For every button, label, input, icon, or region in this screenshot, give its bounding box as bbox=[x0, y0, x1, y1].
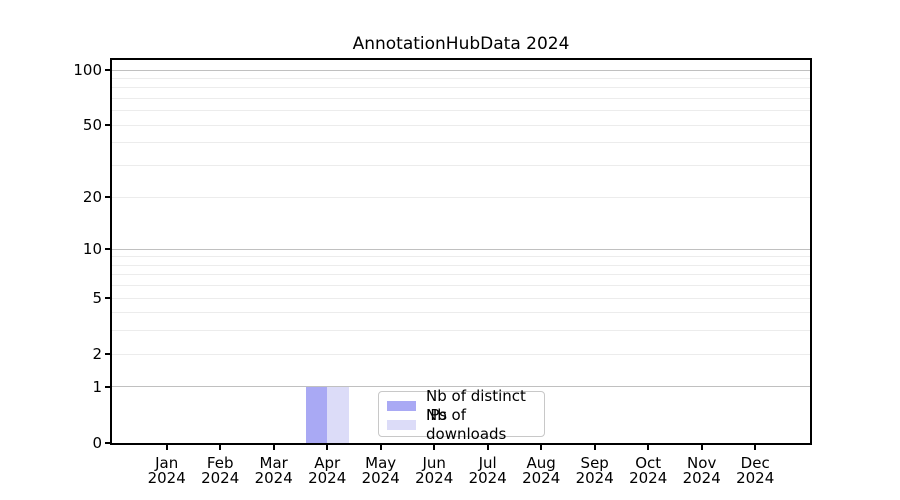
minor-gridline bbox=[112, 297, 810, 299]
x-tick-label: Nov 2024 bbox=[682, 454, 721, 487]
minor-gridline bbox=[112, 87, 810, 89]
legend-label-distinct-ips: Nb of distinct IPs bbox=[426, 386, 526, 424]
y-tick-mark bbox=[105, 385, 111, 388]
minor-gridline bbox=[112, 256, 810, 258]
x-tick-label: May 2024 bbox=[361, 454, 400, 487]
chart-title: AnnotationHubData 2024 bbox=[352, 34, 570, 54]
minor-gridline bbox=[112, 196, 810, 198]
x-tick-label: Jan 2024 bbox=[147, 454, 186, 487]
y-tick-mark bbox=[105, 297, 111, 300]
y-tick-label: 5 bbox=[92, 289, 102, 308]
y-tick-label: 10 bbox=[82, 240, 102, 259]
x-tick-mark bbox=[379, 444, 382, 450]
minor-gridline bbox=[112, 264, 810, 266]
x-tick-mark bbox=[326, 444, 329, 450]
minor-gridline bbox=[112, 312, 810, 314]
x-tick-label: Apr 2024 bbox=[308, 454, 347, 487]
minor-gridline bbox=[112, 78, 810, 80]
x-tick-label: Dec 2024 bbox=[736, 454, 775, 487]
minor-gridline bbox=[112, 353, 810, 355]
x-tick-label: Oct 2024 bbox=[629, 454, 668, 487]
legend-swatch-downloads bbox=[387, 419, 416, 430]
bar-distinct-ips bbox=[305, 386, 328, 443]
x-tick-mark bbox=[272, 444, 275, 450]
legend-label-downloads: Nb of downloads bbox=[426, 405, 507, 443]
x-tick-mark bbox=[754, 444, 757, 450]
minor-gridline bbox=[112, 110, 810, 112]
y-tick-mark bbox=[105, 248, 111, 251]
minor-gridline bbox=[112, 165, 810, 167]
y-tick-label: 20 bbox=[82, 188, 102, 206]
y-tick-label: 0 bbox=[92, 434, 102, 452]
minor-gridline bbox=[112, 274, 810, 276]
x-tick-label: Sep 2024 bbox=[575, 454, 614, 487]
y-tick-mark bbox=[105, 353, 111, 356]
x-tick-label: Mar 2024 bbox=[254, 454, 293, 487]
legend-entry-distinct-ips: Nb of distinct IPs bbox=[379, 387, 544, 424]
x-tick-label: Jul 2024 bbox=[468, 454, 507, 487]
x-tick-label: Aug 2024 bbox=[522, 454, 561, 487]
x-tick-label: Jun 2024 bbox=[415, 454, 454, 487]
minor-gridline bbox=[112, 98, 810, 100]
y-tick-mark bbox=[105, 442, 111, 444]
x-tick-mark bbox=[700, 444, 703, 450]
y-tick-label: 1 bbox=[92, 377, 102, 396]
minor-gridline bbox=[112, 285, 810, 287]
bar-downloads bbox=[327, 386, 349, 443]
legend-swatch-distinct-ips bbox=[387, 400, 416, 411]
x-tick-mark bbox=[593, 444, 596, 450]
major-gridline bbox=[112, 248, 810, 250]
y-tick-label: 100 bbox=[73, 61, 102, 80]
y-tick-mark bbox=[105, 69, 111, 72]
major-gridline bbox=[112, 386, 810, 388]
minor-gridline bbox=[112, 124, 810, 126]
y-tick-mark bbox=[105, 124, 111, 127]
plot-area bbox=[110, 58, 812, 445]
x-tick-mark bbox=[486, 444, 489, 450]
legend-entry-downloads: Nb of downloads bbox=[379, 406, 544, 443]
major-gridline bbox=[112, 69, 810, 71]
y-tick-label: 2 bbox=[92, 345, 102, 364]
x-tick-mark bbox=[433, 444, 436, 450]
x-tick-mark bbox=[165, 444, 168, 450]
x-tick-mark bbox=[540, 444, 543, 450]
x-tick-label: Feb 2024 bbox=[201, 454, 240, 487]
y-tick-label: 50 bbox=[82, 116, 102, 135]
minor-gridline bbox=[112, 142, 810, 144]
y-tick-mark bbox=[105, 196, 111, 198]
x-tick-mark bbox=[647, 444, 650, 450]
legend: Nb of distinct IPs Nb of downloads bbox=[378, 387, 545, 443]
minor-gridline bbox=[112, 330, 810, 332]
x-tick-mark bbox=[219, 444, 222, 450]
